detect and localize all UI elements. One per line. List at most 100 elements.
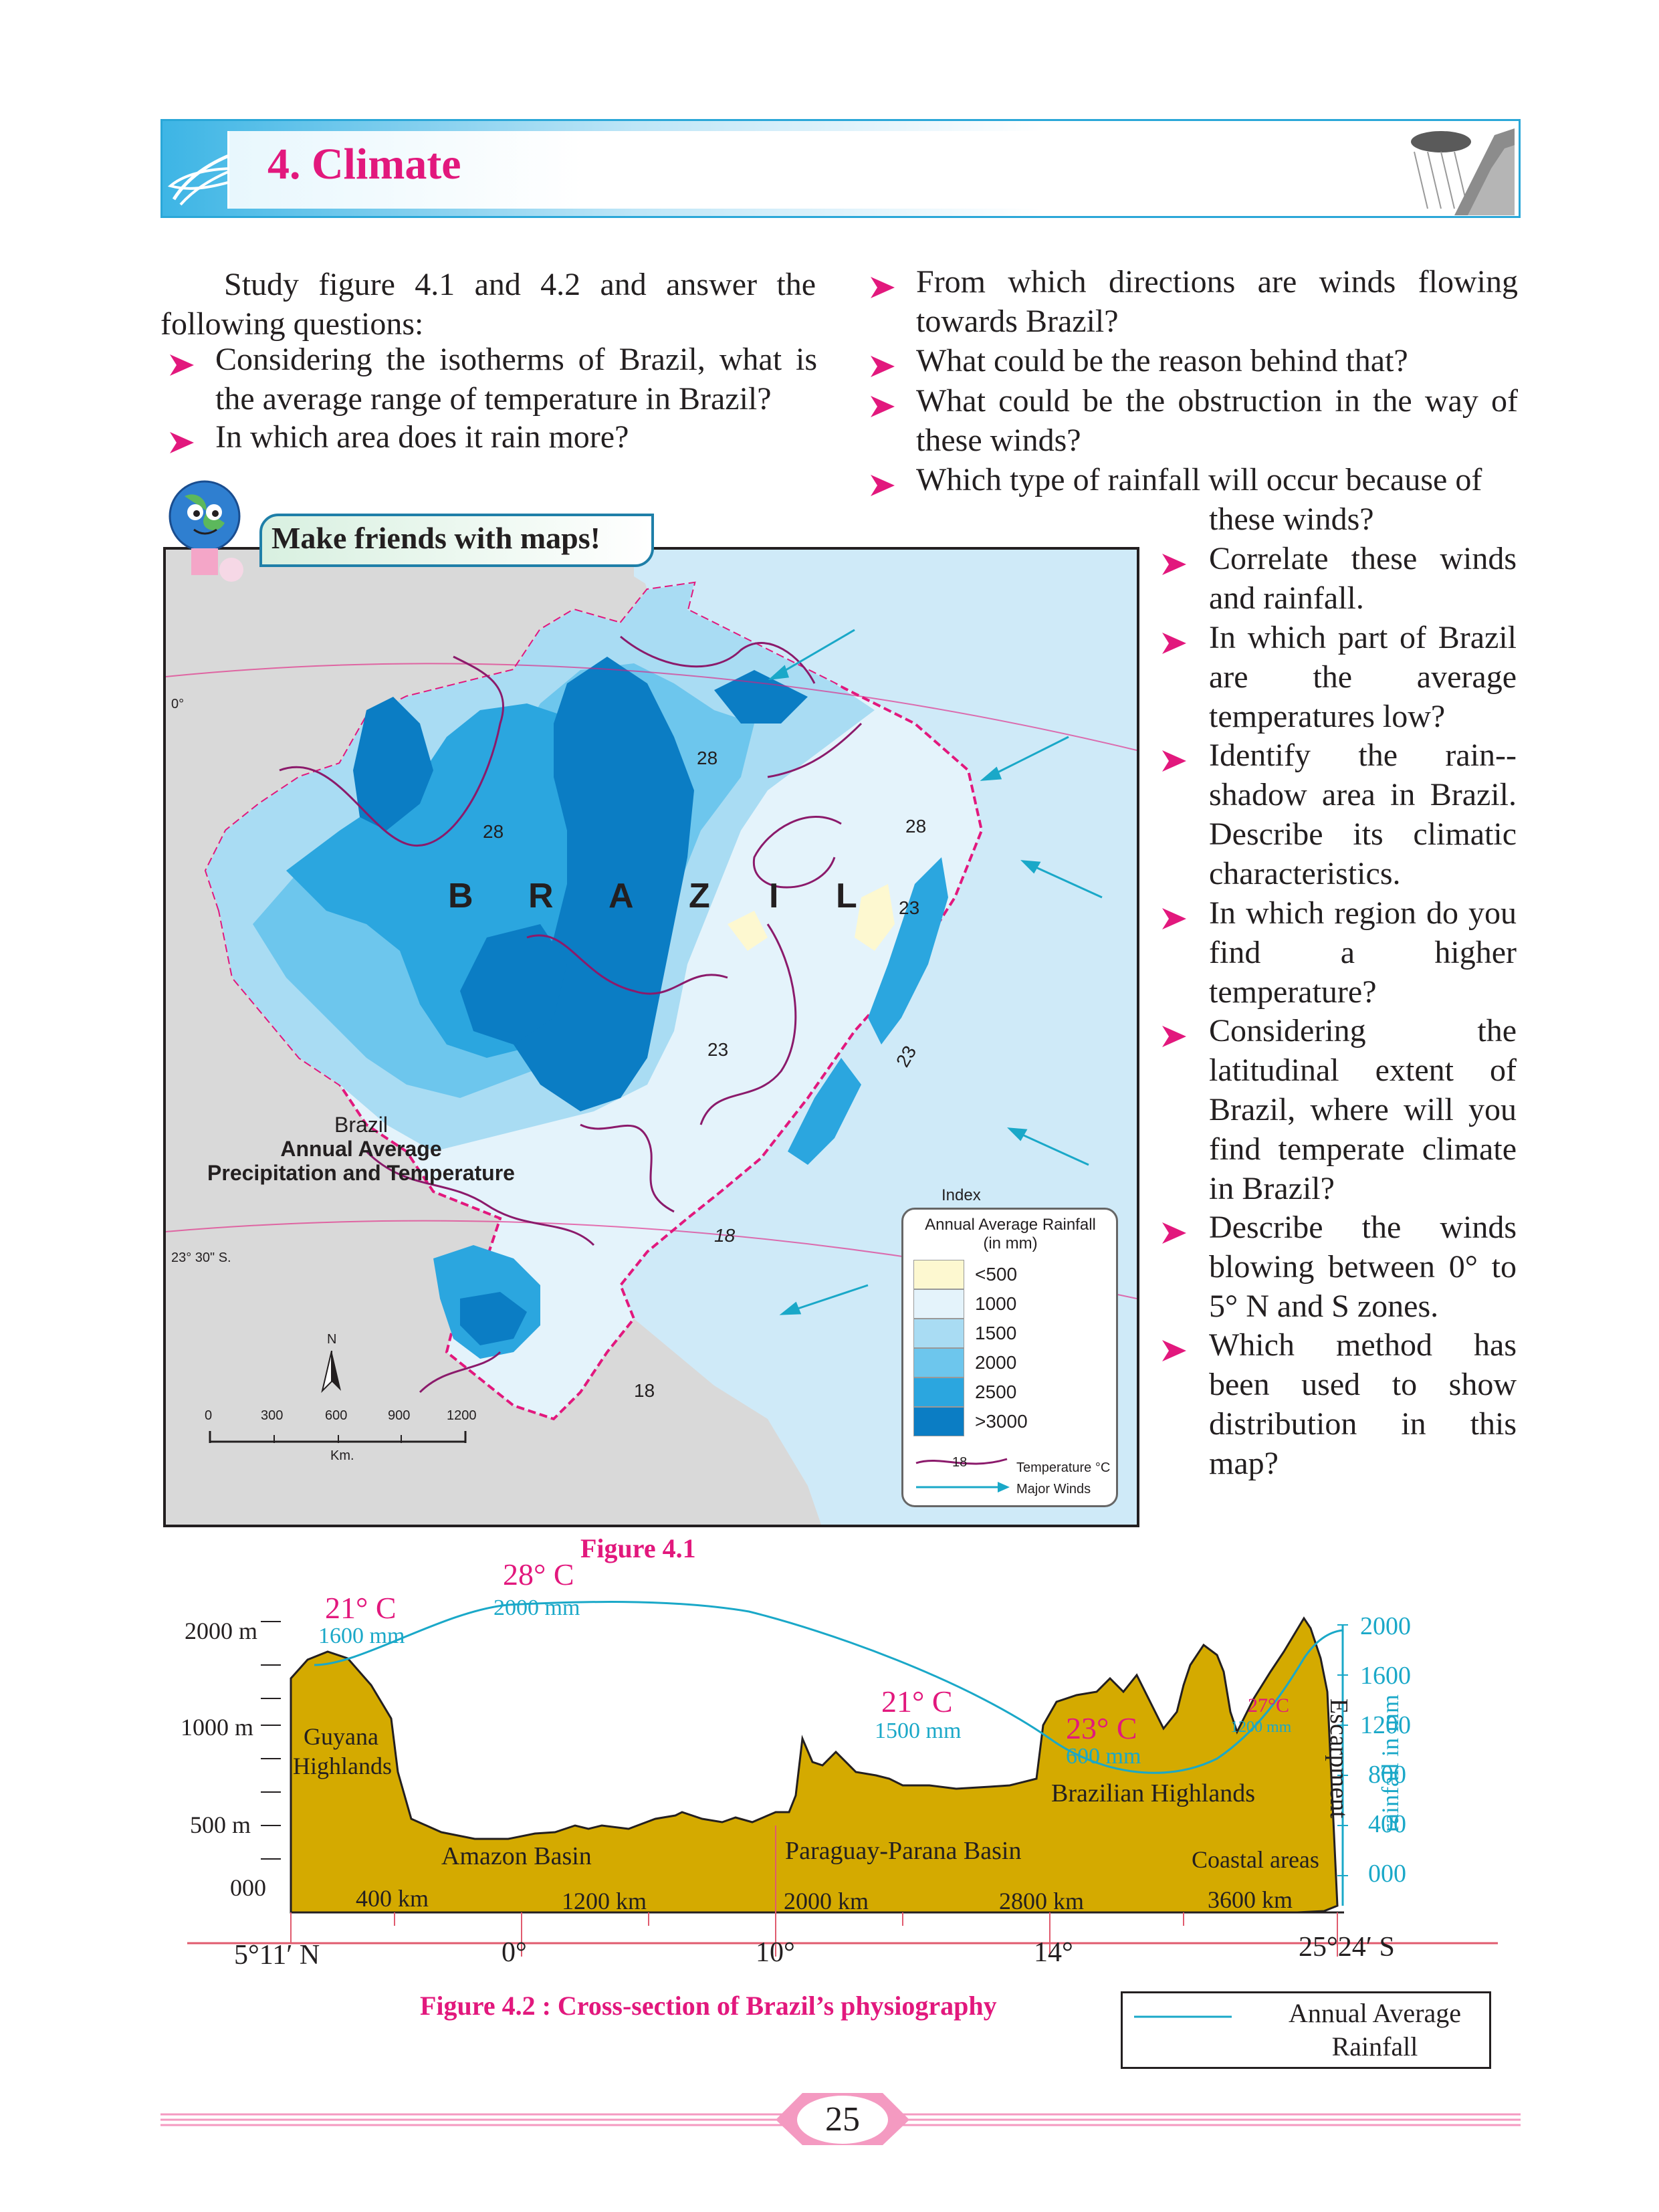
latitude-label: 0° [502, 1937, 527, 1968]
rainfall-tick-label: 000 [1368, 1860, 1406, 1888]
map-country-letter: A [609, 877, 634, 915]
legend-class-item: 2000 [913, 1348, 1114, 1377]
rainfall-tick-label: 800 [1368, 1761, 1406, 1789]
station-rainfall: 600 mm [1066, 1744, 1141, 1769]
legend-swatch [913, 1377, 964, 1407]
arrow-bullet-icon [1162, 1222, 1186, 1244]
arrow-bullet-icon [170, 354, 194, 376]
station-rainfall: 1500 mm [875, 1719, 962, 1743]
elevation-label: 2000 m [185, 1618, 258, 1644]
isotherm-label: 28 [697, 748, 718, 768]
question-item: Describe the winds blowing between 0° to… [1209, 1210, 1517, 1324]
legend-swatch [913, 1407, 964, 1436]
region-label: Amazon Basin [441, 1842, 592, 1870]
scale-tick-label: 0 [205, 1408, 213, 1423]
footer-decoration [160, 2093, 1521, 2145]
isotherm-label: 28 [483, 821, 504, 842]
map-country-letter: B [448, 877, 473, 915]
distance-label: 3600 km [1208, 1886, 1293, 1913]
arrow-bullet-icon [1162, 1026, 1186, 1047]
arrow-bullet-icon [1162, 750, 1186, 772]
legend-swatch [913, 1348, 964, 1377]
question-item: Considering the isotherms of Brazil, wha… [215, 342, 817, 417]
map-country-letter: R [528, 877, 554, 915]
rainfall-axis-title: rainfall in mm [1377, 1694, 1404, 1832]
intro-paragraph: Study figure 4.1 and 4.2 and answer the … [160, 267, 816, 342]
question-item: Considering the latitudinal extent of Br… [1209, 1013, 1517, 1206]
cross-section-legend-box [1121, 1991, 1491, 2069]
legend-line: Rainfall [1331, 2031, 1418, 2062]
station-temperature: 23° C [1066, 1711, 1137, 1745]
figure-4-1-caption: Figure 4.1 [580, 1533, 696, 1563]
legend-class-label: 1500 [975, 1323, 1017, 1343]
map-title-line: Annual Average [280, 1137, 442, 1161]
legend-line: Annual Average [1288, 1998, 1462, 2028]
globe-mascot-icon [169, 480, 243, 582]
station-temperature: 28° C [503, 1557, 574, 1591]
legend-class-label: >3000 [975, 1411, 1028, 1432]
legend-class-item: <500 [913, 1260, 1114, 1289]
map-title: Brazil Annual Average Precipitation and … [201, 1113, 522, 1185]
legend-isotherm-sample: 18 [952, 1455, 968, 1470]
question-item: What could be the obstruction in the way… [916, 383, 1518, 458]
make-friends-badge [259, 514, 654, 567]
question-item: Which method has been used to show distr… [1209, 1327, 1517, 1481]
legend-class-item: 1000 [913, 1289, 1114, 1319]
legend-wind-text: Major Winds [1016, 1482, 1091, 1497]
question-item: Identify the rain--shadow area in Brazil… [1209, 738, 1517, 891]
arrow-bullet-icon [1162, 1340, 1186, 1361]
latitude-label: 5°11′ N [234, 1940, 320, 1971]
legend-class-label: 1000 [975, 1293, 1017, 1314]
question-item: In which part of Brazil are the average … [1209, 620, 1517, 734]
chapter-title: 4. Climate [267, 140, 461, 189]
question-item: Correlate these winds and rainfall. [1209, 541, 1517, 616]
station-temperature: 21° C [325, 1591, 397, 1625]
arrow-bullet-icon [871, 396, 895, 417]
legend-rainfall-line [1134, 2015, 1232, 2018]
north-label: N [327, 1332, 337, 1347]
rainfall-tick-label: 1200 [1360, 1711, 1411, 1739]
scale-tick-label: 600 [325, 1408, 348, 1423]
station-temperature: 21° C [881, 1684, 953, 1719]
rainfall-tick-label: 2000 [1360, 1612, 1411, 1640]
scale-tick-label: 300 [261, 1408, 284, 1423]
question-item-continuation: these winds? [1209, 502, 1374, 537]
legend-title: Annual Average Rainfall (in mm) [907, 1216, 1114, 1253]
map-country-letter: I [769, 877, 779, 915]
make-friends-badge-text: Make friends with maps! [271, 521, 600, 555]
mountain-rain-icon [1401, 122, 1515, 215]
legend-line-samples [915, 1458, 1010, 1492]
station-rainfall: 1200 mm [1230, 1719, 1292, 1736]
arrow-bullet-icon [170, 432, 194, 453]
cross-section-chart [187, 1601, 1498, 1957]
elevation-label: 500 m [190, 1811, 251, 1838]
isotherm-label: 23 [899, 897, 920, 918]
isotherm-label: 18 [714, 1225, 736, 1246]
map-country-letter: L [836, 877, 857, 915]
chapter-header-panel [227, 131, 1413, 209]
legend-class-list: <500 1000 1500 2000 2500 >3000 [913, 1260, 1114, 1436]
question-item: In which region do you find a higher tem… [1209, 895, 1517, 1010]
arrow-bullet-icon [871, 475, 895, 496]
arrow-bullet-icon [1162, 908, 1186, 929]
legend-swatch [913, 1260, 964, 1289]
isotherm-label: 23 [707, 1039, 729, 1060]
arrow-bullet-icon [1162, 554, 1186, 575]
region-label: Guyana [304, 1723, 378, 1750]
legend-class-item: 2500 [913, 1377, 1114, 1407]
legend-isotherm-text: Temperature °C [1016, 1460, 1111, 1475]
legend-swatch [913, 1289, 964, 1319]
scale-tick-label: 900 [388, 1408, 411, 1423]
region-label: Highlands [293, 1753, 392, 1779]
distance-label: 2800 km [999, 1888, 1085, 1914]
isotherm-label: 28 [905, 816, 927, 837]
map-title-line: Brazil [334, 1113, 388, 1137]
question-item: Which type of rainfall will occur becaus… [916, 462, 1482, 497]
legend-class-label: 2500 [975, 1381, 1017, 1402]
arrow-bullet-icon [871, 356, 895, 377]
rainfall-tick-label: 1600 [1360, 1662, 1411, 1690]
tropic-label: 23° 30" S. [171, 1250, 231, 1265]
map-title-line: Precipitation and Temperature [207, 1161, 515, 1185]
legend-class-label: 2000 [975, 1352, 1017, 1373]
question-item: What could be the reason behind that? [916, 343, 1408, 378]
